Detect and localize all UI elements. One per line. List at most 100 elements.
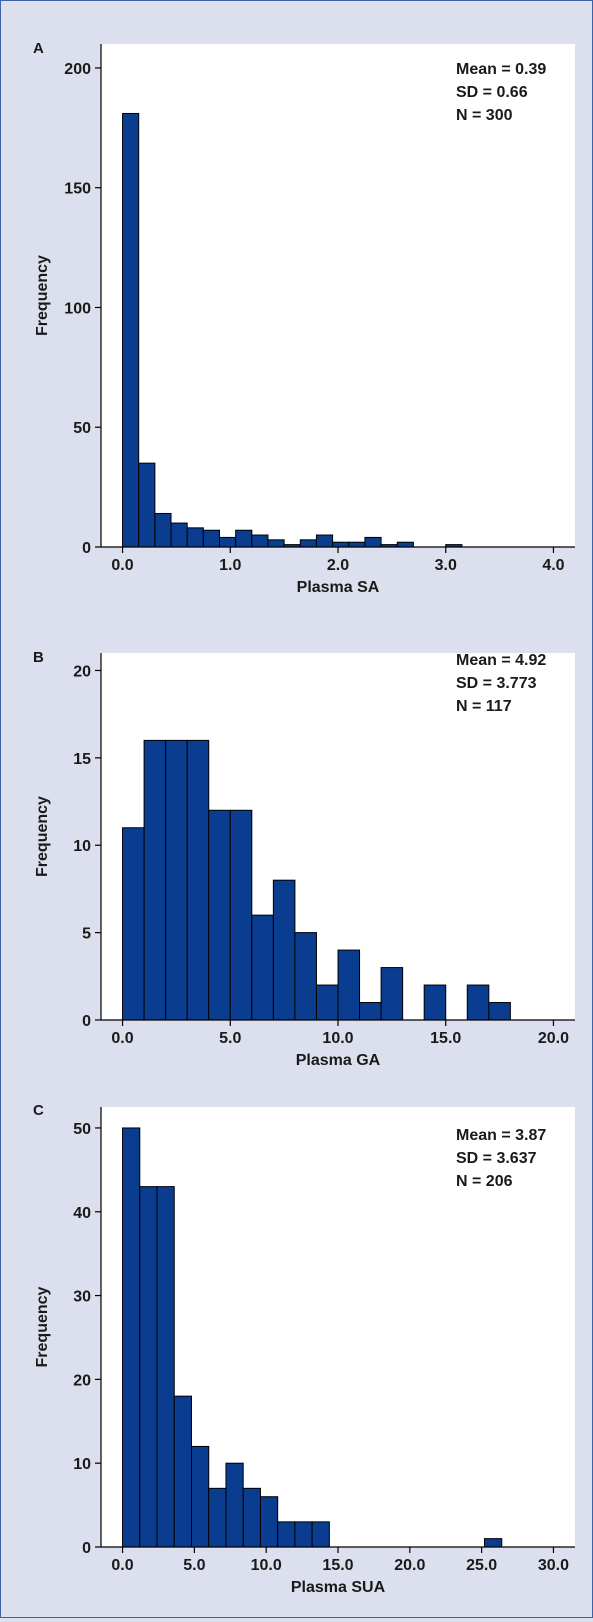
- histogram-bar: [138, 462, 156, 548]
- histogram-bar: [348, 541, 366, 548]
- y-axis-title: Frequency: [34, 1286, 51, 1367]
- x-tick-label: 0.0: [111, 1030, 133, 1047]
- histogram-bar: [332, 541, 350, 548]
- y-tick-label: 150: [64, 181, 91, 198]
- histogram-bar: [186, 527, 204, 548]
- x-tick-label: 30.0: [538, 1557, 569, 1574]
- y-axis-title: Frequency: [34, 255, 51, 336]
- y-tick-label: 30: [73, 1289, 91, 1306]
- x-tick-label: 20.0: [394, 1557, 425, 1574]
- x-tick-label: 1.0: [219, 557, 241, 574]
- x-tick-label: 10.0: [322, 1030, 353, 1047]
- histogram-bar: [484, 1538, 503, 1548]
- y-tick-label: 40: [73, 1205, 91, 1222]
- x-tick-label: 3.0: [435, 557, 457, 574]
- y-tick-label: 200: [64, 61, 91, 78]
- chart-panel-c: C 0 10 20 30 40 50 0.0 5.0 10.0 15.0 20.0 25.0 30.0 Pl…: [33, 1102, 575, 1596]
- histogram-bar: [396, 541, 414, 548]
- histogram-bar: [251, 534, 269, 548]
- stats-annotation: SD = 3.637: [456, 1150, 537, 1167]
- x-axis-title: Plasma SA: [297, 579, 380, 596]
- histogram-bar: [242, 1487, 261, 1548]
- histogram-bar: [165, 739, 188, 1021]
- histogram-bar: [311, 1521, 330, 1548]
- histogram-bar: [272, 879, 296, 1021]
- histogram-bar: [277, 1521, 296, 1548]
- histogram-bar: [170, 522, 188, 548]
- y-axis-title: Frequency: [34, 796, 51, 877]
- y-tick-label: 100: [64, 300, 91, 317]
- y-tick-label: 10: [73, 1456, 91, 1473]
- stats-annotation: N = 206: [456, 1173, 513, 1190]
- x-tick-label: 0.0: [111, 1557, 133, 1574]
- histogram-bar: [337, 949, 361, 1021]
- panel-letter: C: [33, 1102, 44, 1119]
- histogram-bar: [219, 536, 237, 548]
- stats-annotation: N = 300: [456, 107, 513, 124]
- x-tick-label: 10.0: [251, 1557, 282, 1574]
- stats-annotation: Mean = 3.87: [456, 1127, 546, 1144]
- histogram-bar: [122, 1127, 141, 1548]
- histogram-bar: [208, 1487, 227, 1548]
- stats-annotation: SD = 3.773: [456, 675, 537, 692]
- y-tick-label: 0: [82, 1013, 91, 1030]
- histogram-bar: [294, 1521, 313, 1548]
- x-tick-label: 5.0: [219, 1030, 241, 1047]
- histogram-bar: [225, 1462, 244, 1548]
- histogram-bar: [267, 539, 285, 548]
- histogram-bar: [122, 827, 145, 1021]
- y-tick-label: 20: [73, 1372, 91, 1389]
- x-tick-label: 2.0: [327, 557, 349, 574]
- histogram-bar: [423, 984, 447, 1021]
- x-axis-title: Plasma SUA: [291, 1579, 386, 1596]
- histogram-bar: [154, 512, 172, 548]
- histogram-bar: [139, 1186, 158, 1548]
- histogram-bar: [294, 932, 317, 1021]
- histogram-bar: [359, 1002, 382, 1021]
- histogram-bar: [202, 529, 221, 548]
- y-tick-label: 15: [73, 751, 91, 768]
- y-tick-label: 50: [73, 420, 91, 437]
- y-tick-label: 0: [82, 540, 91, 557]
- histogram-bar: [235, 529, 253, 548]
- histogram-bar: [143, 739, 167, 1021]
- x-tick-label: 4.0: [542, 557, 564, 574]
- histogram-bar: [186, 739, 210, 1021]
- histogram-bar: [251, 914, 274, 1021]
- x-tick-label: 0.0: [111, 557, 133, 574]
- y-tick-label: 5: [82, 926, 91, 943]
- y-tick-label: 0: [82, 1540, 91, 1557]
- histogram-bar: [466, 984, 490, 1021]
- chart-panel-a: A 0 50 100 150 200 0.0 1.0 2.0 3.0 4.0 Plasma SA Fre…: [33, 40, 575, 596]
- histogram-bar: [190, 1445, 210, 1548]
- histogram-bar: [122, 112, 140, 548]
- panel-letter: A: [33, 40, 44, 57]
- x-tick-label: 25.0: [466, 1557, 497, 1574]
- y-tick-label: 50: [73, 1121, 91, 1138]
- histogram-bar: [156, 1186, 175, 1548]
- x-axis-title: Plasma GA: [296, 1052, 381, 1069]
- x-tick-label: 20.0: [538, 1030, 569, 1047]
- histogram-bar: [229, 809, 253, 1021]
- stats-annotation: SD = 0.66: [456, 84, 528, 101]
- chart-panel-b: B 0 5 10 15 20 0.0 5.0 10.0 15.0 20.0 Plasma GA Freq…: [33, 649, 575, 1069]
- y-tick-label: 10: [73, 838, 91, 855]
- histogram-bar: [299, 539, 317, 548]
- stats-annotation: N = 117: [456, 698, 512, 715]
- panel-letter: B: [33, 649, 44, 666]
- stats-annotation: Mean = 0.39: [456, 61, 546, 78]
- stats-annotation: Mean = 4.92: [456, 652, 546, 669]
- histogram-bar: [364, 536, 382, 548]
- x-tick-label: 5.0: [183, 1557, 205, 1574]
- histogram-bar: [315, 984, 339, 1021]
- histogram-bar: [259, 1496, 279, 1548]
- histogram-bar: [380, 967, 404, 1021]
- x-tick-label: 15.0: [322, 1557, 353, 1574]
- y-tick-label: 20: [73, 663, 91, 680]
- histogram-bar: [208, 809, 231, 1021]
- x-tick-label: 15.0: [430, 1030, 461, 1047]
- histogram-bar: [173, 1395, 192, 1548]
- histogram-bar: [315, 534, 334, 548]
